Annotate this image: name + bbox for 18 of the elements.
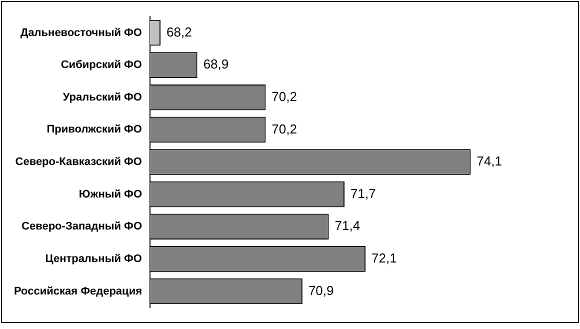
data-label: 74,1	[476, 154, 502, 169]
data-label: 68,9	[203, 56, 229, 72]
y-tick-label: Приволжский ФО	[46, 124, 142, 136]
y-tick-label: Российская Федерация	[14, 285, 142, 298]
y-tick-label: Уральский ФО	[62, 91, 142, 104]
data-label: 70,9	[308, 282, 334, 298]
data-label: 71,7	[350, 186, 376, 201]
data-label: 68,2	[166, 24, 192, 40]
y-tick-label: Южный ФО	[78, 188, 142, 200]
data-label: 71,4	[334, 218, 360, 234]
y-tick-label: Центральный ФО	[45, 252, 142, 265]
y-tick-label: Дальневосточный ФО	[20, 26, 142, 39]
y-tick-label: Сибирский ФО	[60, 59, 142, 72]
data-label: 70,2	[272, 88, 297, 104]
y-tick-label: Северо-Кавказский ФО	[15, 156, 142, 168]
data-label: 72,1	[372, 250, 397, 266]
data-label: 70,2	[272, 121, 297, 136]
y-tick-label: Северо-Западный ФО	[22, 220, 142, 233]
